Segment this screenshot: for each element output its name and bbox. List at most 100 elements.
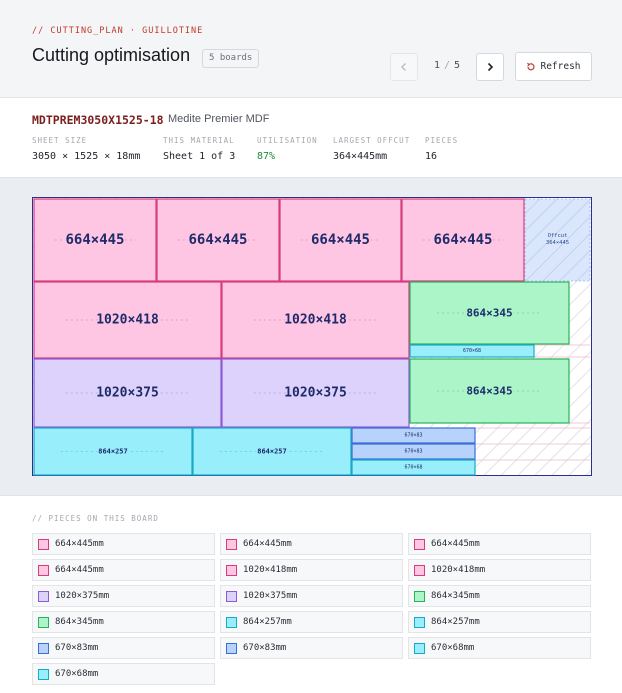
piece-label: 664×445 [65,232,124,248]
piece-list-item[interactable]: 864×257mm [408,611,591,633]
piece-rect [156,198,280,282]
piece-list-label: 864×257mm [243,617,292,627]
page-title: Cutting optimisation [32,45,191,65]
piece-label: 1020×418 [96,313,159,328]
piece-list-item[interactable]: 664×445mm [408,533,591,555]
piece-rect [33,427,193,476]
previous-board-button[interactable] [390,53,418,81]
piece-list-item[interactable]: 664×445mm [32,533,215,555]
board-piece[interactable]: 864×345 [409,358,570,424]
board-piece[interactable]: 664×445 [279,198,402,282]
piece-list-label: 664×445mm [55,565,104,575]
piece-list-label: 670×83mm [55,643,99,653]
board-piece[interactable]: 664×445 [33,198,157,282]
piece-color-swatch [38,590,49,602]
piece-list-item[interactable]: 864×345mm [408,585,591,607]
board-piece[interactable]: 864×257 [192,427,352,476]
piece-list-item[interactable]: 670×68mm [408,637,591,659]
board-piece[interactable]: 670×83 [351,427,476,444]
stat-value: 87% [257,151,276,162]
piece-label: 670×83 [404,433,422,439]
stat-pieces: PIECES 16 [425,136,458,162]
offcut-size: 364×445 [546,240,569,246]
piece-color-swatch [414,642,425,654]
piece-list-item[interactable]: 864×257mm [220,611,403,633]
piece-rect [33,198,157,282]
piece-color-swatch [226,564,237,576]
piece-label: 664×445 [433,232,492,248]
piece-list-item[interactable]: 670×83mm [220,637,403,659]
board-piece[interactable]: 664×445 [401,198,525,282]
board-piece[interactable]: 1020×375 [33,358,222,428]
board-piece[interactable]: 670×68 [351,459,476,476]
refresh-button[interactable]: Refresh [515,52,592,81]
piece-color-swatch [226,538,237,550]
piece-list-item[interactable]: 664×445mm [32,559,215,581]
material-name: Medite Premier MDF [168,113,270,125]
piece-list-item[interactable]: 1020×418mm [220,559,403,581]
refresh-label: Refresh [540,61,581,72]
piece-list-label: 664×445mm [243,539,292,549]
piece-list-item[interactable]: 864×345mm [32,611,215,633]
board-piece[interactable]: 1020×375 [221,358,410,428]
board-piece[interactable]: 1020×418 [33,281,222,359]
piece-rect [221,358,410,428]
piece-color-swatch [414,590,425,602]
piece-rect [409,358,570,424]
material-code: MDTPREM3050X1525-18 [32,113,164,127]
piece-rect [192,427,352,476]
board-piece[interactable]: 864×345 [409,281,570,345]
piece-label: 1020×375 [284,386,347,401]
piece-color-swatch [414,564,425,576]
stat-label: THIS MATERIAL [163,136,235,145]
board-piece[interactable]: 664×445 [156,198,280,282]
piece-list-item[interactable]: 1020×375mm [32,585,215,607]
pieces-list-title: // PIECES ON THIS BOARD [32,514,159,523]
piece-color-swatch [226,590,237,602]
piece-rect [409,344,535,358]
offcut: Offcut 364×445 [524,198,591,282]
stat-label: UTILISATION [257,136,318,145]
piece-list-label: 664×445mm [431,539,480,549]
piece-label: 864×345 [466,385,512,398]
piece-label: 1020×418 [284,313,347,328]
next-board-button[interactable] [476,53,504,81]
piece-list-label: 864×345mm [431,591,480,601]
board-piece[interactable]: 670×83 [351,443,476,460]
stat-label: SHEET SIZE [32,136,88,145]
offcut-title: Offcut [548,233,568,239]
piece-rect [351,427,476,444]
board-piece[interactable]: 864×257 [33,427,193,476]
page-header: // CUTTING_PLAN · GUILLOTINE Cutting opt… [0,0,622,98]
piece-list-item[interactable]: 670×83mm [32,637,215,659]
stat-label: LARGEST OFFCUT [333,136,411,145]
piece-list-item[interactable]: 1020×375mm [220,585,403,607]
piece-list-label: 670×68mm [55,669,99,679]
stat-value: Sheet 1 of 3 [163,151,236,162]
piece-rect [351,459,476,476]
piece-rect [33,281,222,359]
piece-list-label: 864×257mm [431,617,480,627]
kerf-lines [475,344,590,461]
piece-list-item[interactable]: 664×445mm [220,533,403,555]
piece-label: 664×445 [188,232,247,248]
piece-label: 864×257 [257,448,287,456]
board-piece[interactable]: 1020×418 [221,281,410,359]
stat-value: 3050 × 1525 × 18mm [32,151,141,162]
piece-color-swatch [226,642,237,654]
breadcrumb: // CUTTING_PLAN · GUILLOTINE [32,26,204,36]
piece-label: 670×68 [463,348,481,354]
piece-list-item[interactable]: 1020×418mm [408,559,591,581]
stat-utilisation: UTILISATION 87% [257,136,318,162]
piece-rect [409,281,570,345]
piece-list-label: 670×83mm [243,643,287,653]
stat-this-material: THIS MATERIAL Sheet 1 of 3 [163,136,235,162]
piece-rect [33,358,222,428]
piece-color-swatch [414,538,425,550]
piece-list-item[interactable]: 670×68mm [32,663,215,685]
piece-color-swatch [38,668,49,680]
piece-color-swatch [38,538,49,550]
board-piece[interactable]: 670×68 [409,344,535,358]
piece-label: 670×83 [404,449,422,455]
piece-rect [351,443,476,460]
